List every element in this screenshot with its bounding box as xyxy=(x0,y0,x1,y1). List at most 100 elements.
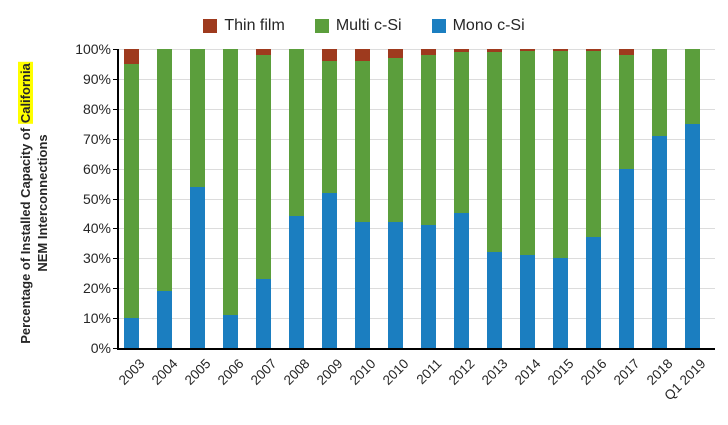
bar-segment-multi-c-si xyxy=(355,60,370,223)
bar-segment-mono-c-si xyxy=(553,258,568,348)
bar-segment-mono-c-si xyxy=(355,222,370,348)
bar-segment-mono-c-si xyxy=(421,225,436,348)
bar-2014 xyxy=(520,49,535,348)
plot-area: 0% 10% 20% 30% 40% 50% 60% 70% 80% 90% 100% 2003 200… xyxy=(75,42,715,403)
bar-2013 xyxy=(487,49,502,348)
bar-2010 xyxy=(388,49,403,348)
bar-segment-mono-c-si xyxy=(487,252,502,348)
bar-segment-thin-film xyxy=(124,49,139,64)
bar-segment-multi-c-si xyxy=(619,55,634,169)
bar-segment-multi-c-si xyxy=(322,60,337,193)
bar-2003 xyxy=(124,49,139,348)
y-axis-tick xyxy=(113,78,119,80)
bar-segment-multi-c-si xyxy=(289,49,304,217)
y-tick-label: 100% xyxy=(75,41,111,57)
gridline xyxy=(119,198,715,200)
gridline xyxy=(119,318,715,320)
bar-segment-thin-film xyxy=(355,49,370,61)
mono-c-si-swatch-icon xyxy=(431,19,446,33)
bar-segment-mono-c-si xyxy=(124,318,139,348)
bar-segment-mono-c-si xyxy=(190,186,205,348)
y-axis-tick xyxy=(113,228,119,230)
bar-2010 xyxy=(355,49,370,348)
gridline xyxy=(119,108,715,110)
y-tick-label: 10% xyxy=(82,310,111,327)
legend-label: Multi c-Si xyxy=(335,17,402,34)
y-axis-tick xyxy=(113,288,119,290)
bar-segment-mono-c-si xyxy=(454,213,469,348)
bar-segment-multi-c-si xyxy=(586,50,601,238)
bar-segment-mono-c-si xyxy=(619,168,634,348)
bar-segment-mono-c-si xyxy=(157,291,172,348)
y-axis-tick xyxy=(113,198,119,200)
legend-item-multi-c-si: Multi c-Si xyxy=(314,17,402,35)
bar-segment-mono-c-si xyxy=(223,315,238,348)
bar-segment-multi-c-si xyxy=(685,49,700,124)
bar-2009 xyxy=(322,49,337,348)
bar-segment-thin-film xyxy=(256,49,271,55)
gridline xyxy=(119,168,715,170)
bar-segment-thin-film xyxy=(619,49,634,55)
bar-segment-multi-c-si xyxy=(520,50,535,256)
y-axis-tick xyxy=(113,168,119,170)
bar-2005 xyxy=(190,49,205,348)
bar-segment-mono-c-si xyxy=(586,237,601,348)
gridline xyxy=(119,138,715,140)
y-tick-label: 60% xyxy=(82,160,111,177)
gridline xyxy=(119,78,715,80)
bar-2006 xyxy=(223,49,238,348)
y-axis-title: Percentage of Installed Capacity of Cali… xyxy=(17,62,51,344)
bar-segment-mono-c-si xyxy=(520,255,535,348)
bar-segment-mono-c-si xyxy=(388,222,403,348)
bar-segment-thin-film xyxy=(322,49,337,61)
y-tick-label: 50% xyxy=(82,190,111,207)
bar-2018 xyxy=(652,49,667,348)
bar-segment-multi-c-si xyxy=(421,55,436,226)
bar-2008 xyxy=(289,49,304,348)
bar-segment-thin-film xyxy=(520,49,535,51)
y-tick-label: 40% xyxy=(82,220,111,237)
bar-segment-mono-c-si xyxy=(652,135,667,348)
bar-segment-multi-c-si xyxy=(190,49,205,187)
y-axis-tick xyxy=(113,348,119,349)
y-axis-tick xyxy=(113,49,119,50)
chart-legend: Thin film Multi c-Si Mono c-Si xyxy=(0,14,728,38)
gridline xyxy=(119,49,715,50)
bar-segment-thin-film xyxy=(553,49,568,51)
y-axis-title-highlight: California xyxy=(18,62,33,125)
bar-2012 xyxy=(454,49,469,348)
bar-segment-multi-c-si xyxy=(124,63,139,319)
bar-2004 xyxy=(157,49,172,348)
legend-item-mono-c-si: Mono c-Si xyxy=(431,17,525,35)
y-tick-label: 80% xyxy=(82,100,111,117)
legend-item-thin-film: Thin film xyxy=(203,17,285,35)
bar-segment-multi-c-si xyxy=(256,54,271,280)
bar-segment-mono-c-si xyxy=(256,279,271,348)
bar-2007 xyxy=(256,49,271,348)
bar-segment-multi-c-si xyxy=(487,52,502,253)
bar-segment-multi-c-si xyxy=(652,49,667,136)
bar-segment-thin-film xyxy=(421,49,436,55)
bar-segment-mono-c-si xyxy=(685,123,700,348)
y-tick-label: 20% xyxy=(82,280,111,297)
bar-segment-thin-film xyxy=(454,49,469,52)
bar-segment-thin-film xyxy=(586,49,601,51)
bar-segment-multi-c-si xyxy=(223,49,238,316)
bar-2017 xyxy=(619,49,634,348)
bar-2016 xyxy=(586,49,601,348)
gridline xyxy=(119,228,715,230)
y-axis-tick xyxy=(113,108,119,110)
bar-segment-mono-c-si xyxy=(289,216,304,348)
y-axis-title-line2: NEM Interconnections xyxy=(35,134,50,272)
bar-Q1 2019 xyxy=(685,49,700,348)
gridline xyxy=(119,258,715,260)
multi-c-si-swatch-icon xyxy=(314,19,329,33)
bar-segment-multi-c-si xyxy=(454,52,469,214)
y-axis-tick xyxy=(113,138,119,140)
y-tick-label: 0% xyxy=(90,340,111,356)
y-tick-label: 30% xyxy=(82,250,111,267)
legend-label: Thin film xyxy=(224,17,285,34)
bar-2011 xyxy=(421,49,436,348)
y-tick-label: 70% xyxy=(82,130,111,147)
